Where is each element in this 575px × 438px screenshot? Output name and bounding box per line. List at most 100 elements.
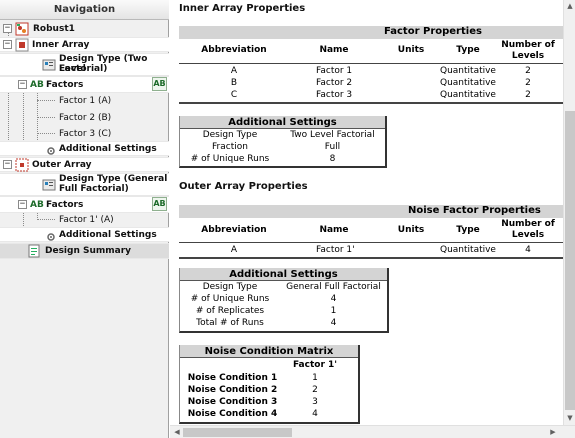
noise-col-name: Name: [319, 225, 349, 235]
collapse-inner-factors-toggle[interactable]: −: [18, 79, 27, 89]
col-units: Units: [397, 45, 425, 55]
scroll-right-arrow-icon[interactable]: ▶: [550, 428, 556, 436]
tree-design-summary[interactable]: Design Summary: [45, 246, 132, 256]
col-levels-line1: Number of: [501, 40, 555, 50]
outer-array-icon: [15, 158, 29, 172]
tree-outer-factor-1[interactable]: Factor 1' (A): [59, 215, 114, 225]
tree-inner-additional-settings[interactable]: Additional Settings: [59, 144, 157, 154]
tree-inner-design-type-line2[interactable]: Factorial): [59, 64, 108, 74]
inner-setting-label-2: Fraction: [212, 142, 248, 152]
inner-additional-row[interactable]: [0, 141, 169, 156]
table-divider: [179, 63, 563, 64]
factors-icon: AB: [30, 80, 44, 90]
noise-condition-2-value: 2: [312, 385, 318, 395]
design-summary-panel: Inner Array Properties Factor Properties…: [170, 0, 563, 425]
tree-guide-line: [37, 133, 55, 134]
factor-b-type: Quantitative: [440, 78, 496, 88]
factor-b-name: Factor 2: [316, 78, 353, 88]
collapse-inner-array-toggle[interactable]: −: [3, 39, 12, 49]
design-summary-icon: [27, 244, 41, 258]
tree-outer-factors[interactable]: Factors: [46, 200, 84, 210]
factor-a-name: Factor 1: [316, 66, 353, 76]
outer-setting-value-4: 4: [330, 318, 337, 328]
settings-gear-icon: [44, 142, 58, 156]
outer-setting-label-3: # of Replicates: [195, 306, 265, 316]
factor-c-type: Quantitative: [440, 90, 496, 100]
inner-setting-label-1: Design Type: [202, 130, 258, 140]
scroll-down-arrow-icon[interactable]: ▼: [567, 414, 573, 422]
table-divider: [179, 242, 563, 243]
col-type: Type: [456, 45, 480, 55]
noise-condition-1-value: 1: [312, 373, 318, 383]
tree-inner-factor-2[interactable]: Factor 2 (B): [59, 113, 112, 123]
outer-factors-ab-button[interactable]: AB: [152, 197, 167, 211]
tree-inner-factor-3[interactable]: Factor 3 (C): [59, 129, 112, 139]
tree-outer-array[interactable]: Outer Array: [32, 160, 92, 170]
factor-a-levels: 2: [525, 66, 531, 76]
design-type-icon: [42, 58, 56, 72]
noise-col-abbreviation: Abbreviation: [201, 225, 267, 235]
tree-outer-design-type-line1[interactable]: Design Type (General: [59, 174, 168, 184]
outer-additional-settings-box: Additional Settings Design Type General …: [179, 268, 389, 333]
noise-matrix-col-factor: Factor 1': [292, 360, 338, 370]
tree-inner-factors[interactable]: Factors: [46, 80, 84, 90]
factor-properties-band: Factor Properties: [179, 26, 563, 39]
horizontal-scroll-thumb[interactable]: [183, 428, 292, 437]
tree-outer-additional-settings[interactable]: Additional Settings: [59, 230, 157, 240]
tree-inner-array[interactable]: Inner Array: [32, 40, 90, 50]
factor-c-abbr: C: [230, 90, 238, 100]
outer-array-row[interactable]: [0, 157, 169, 172]
inner-additional-settings-box: Additional Settings Design Type Two Leve…: [179, 116, 387, 168]
noise-condition-4-label: Noise Condition 4: [187, 409, 278, 419]
noise-factor-a-type: Quantitative: [440, 245, 496, 255]
outer-array-title: Outer Array Properties: [179, 181, 308, 192]
scroll-up-arrow-icon[interactable]: ▲: [567, 2, 573, 10]
inner-factors-ab-button[interactable]: AB: [152, 77, 167, 91]
tree-guide-line: [8, 32, 9, 162]
inner-array-row[interactable]: [0, 37, 169, 52]
navigation-panel: Navigation − Robust1 − Inner Array Desig…: [0, 0, 169, 438]
inner-setting-label-3: # of Unique Runs: [190, 154, 270, 164]
tree-guide-line: [37, 219, 55, 220]
collapse-root-toggle[interactable]: −: [3, 23, 12, 33]
noise-condition-3-value: 3: [312, 397, 318, 407]
outer-setting-label-2: # of Unique Runs: [190, 294, 270, 304]
horizontal-scrollbar[interactable]: ◀ ▶: [170, 425, 575, 438]
tree-inner-factor-1[interactable]: Factor 1 (A): [59, 96, 112, 106]
tree-inner-design-type-line1[interactable]: Design Type (Two Level: [59, 54, 148, 74]
collapse-outer-array-toggle[interactable]: −: [3, 159, 12, 169]
outer-additional-row[interactable]: [0, 227, 169, 242]
col-abbreviation: Abbreviation: [201, 45, 267, 55]
tree-root-robust1[interactable]: Robust1: [33, 24, 75, 34]
noise-col-levels-line1: Number of: [501, 219, 555, 229]
collapse-outer-factors-toggle[interactable]: −: [18, 199, 27, 209]
noise-condition-3-label: Noise Condition 3: [187, 397, 278, 407]
col-name: Name: [319, 45, 349, 55]
factor-c-name: Factor 3: [316, 90, 353, 100]
outer-factors-row[interactable]: [0, 196, 169, 213]
outer-design-type-row[interactable]: [0, 173, 169, 196]
noise-col-type: Type: [456, 225, 480, 235]
noise-condition-matrix-title: Noise Condition Matrix: [180, 345, 358, 358]
tree-guide-line: [37, 117, 55, 118]
inner-array-title: Inner Array Properties: [179, 3, 306, 14]
navigation-header: Navigation: [0, 0, 169, 20]
inner-setting-value-3: 8: [329, 154, 336, 164]
outer-setting-value-3: 1: [330, 306, 337, 316]
vertical-scroll-thumb[interactable]: [565, 111, 575, 410]
noise-factor-a-name: Factor 1': [316, 245, 355, 255]
inner-factors-row[interactable]: [0, 76, 169, 93]
outer-setting-label-1: Design Type: [202, 282, 258, 292]
vertical-scrollbar[interactable]: ▲ ▼: [563, 0, 575, 425]
design-summary-row[interactable]: [0, 243, 169, 259]
inner-design-type-row[interactable]: [0, 53, 169, 76]
factor-b-abbr: B: [230, 78, 238, 88]
tree-guide-line: [23, 50, 24, 150]
noise-factor-a-levels: 4: [525, 245, 531, 255]
noise-col-units: Units: [397, 225, 425, 235]
noise-factor-a-abbr: A: [230, 245, 238, 255]
noise-condition-matrix-box: Noise Condition Matrix Factor 1' Noise C…: [179, 345, 360, 424]
scroll-left-arrow-icon[interactable]: ◀: [174, 428, 180, 436]
noise-condition-4-value: 4: [312, 409, 318, 419]
tree-outer-design-type-line2[interactable]: Full Factorial): [59, 184, 129, 194]
